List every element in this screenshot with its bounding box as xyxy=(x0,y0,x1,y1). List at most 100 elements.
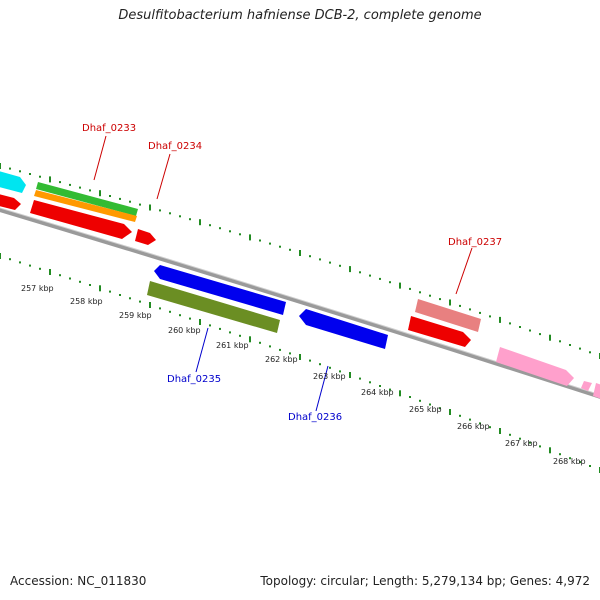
tick-minor xyxy=(529,441,531,444)
tick-minor xyxy=(439,298,441,301)
tick-minor xyxy=(419,399,421,402)
kbp-label-259: 259 kbp xyxy=(119,311,152,320)
gene-orange xyxy=(34,190,137,222)
tick-minor xyxy=(369,381,371,384)
tick-minor xyxy=(239,334,241,337)
tick-minor xyxy=(9,167,11,170)
tick-minor xyxy=(339,370,341,373)
tick-minor xyxy=(119,294,121,296)
tick-minor xyxy=(309,359,311,362)
leader-dhaf0234 xyxy=(156,153,171,200)
gene-blue-dhaf0235 xyxy=(154,265,286,315)
tick-minor xyxy=(489,426,491,429)
tick-minor xyxy=(289,248,291,251)
tick-minor xyxy=(569,344,571,346)
tick-minor xyxy=(79,186,81,189)
tick-minor xyxy=(219,327,221,330)
tick-minor xyxy=(379,385,381,387)
tick-minor xyxy=(589,351,591,354)
tick-minor xyxy=(479,311,481,314)
tick-minor xyxy=(269,242,271,245)
tick-minor xyxy=(259,239,261,242)
tick-minor xyxy=(69,183,71,186)
tick-minor xyxy=(239,233,241,236)
tick-minor xyxy=(139,203,141,206)
tick-major xyxy=(49,269,51,275)
gene-label-dhaf0234: Dhaf_0234 xyxy=(148,141,202,152)
kbp-label-262: 262 kbp xyxy=(265,355,298,364)
tick-minor xyxy=(109,290,111,293)
tick-minor xyxy=(469,308,471,311)
gene-pink-small xyxy=(581,381,592,391)
tick-major xyxy=(99,190,101,197)
tick-minor xyxy=(429,403,431,406)
kbp-label-263: 263 kbp xyxy=(313,372,346,381)
leader-dhaf0237 xyxy=(455,247,473,295)
tick-minor xyxy=(569,457,571,460)
tick-minor xyxy=(459,414,461,417)
tick-minor xyxy=(529,329,531,332)
tick-minor xyxy=(359,377,361,380)
kbp-label-260: 260 kbp xyxy=(168,326,201,335)
tick-minor xyxy=(429,294,431,297)
tick-minor xyxy=(229,331,231,334)
tick-minor xyxy=(29,264,31,267)
tick-major xyxy=(549,334,551,341)
tick-minor xyxy=(189,218,191,221)
kbp-label-268: 268 kbp xyxy=(553,457,586,466)
tick-minor xyxy=(269,345,271,348)
tick-minor xyxy=(559,340,561,343)
tick-minor xyxy=(39,175,41,178)
tick-minor xyxy=(479,422,481,425)
tick-minor xyxy=(459,304,461,307)
tick-minor xyxy=(79,280,81,283)
kbp-label-267: 267 kbp xyxy=(505,439,538,448)
kbp-label-264: 264 kbp xyxy=(361,388,394,397)
kbp-label-258: 258 kbp xyxy=(70,297,103,306)
tick-major xyxy=(449,299,451,306)
tick-major xyxy=(299,250,301,256)
leader-dhaf0233 xyxy=(93,135,107,181)
tick-minor xyxy=(209,324,211,327)
tick-minor xyxy=(39,267,41,270)
tick-major xyxy=(249,336,251,343)
gene-cyan xyxy=(0,171,26,193)
tick-major xyxy=(199,219,201,226)
tick-minor xyxy=(179,215,181,218)
tick-minor xyxy=(179,314,181,317)
tick-minor xyxy=(119,197,121,200)
tick-major xyxy=(99,285,101,292)
tick-minor xyxy=(29,173,31,175)
tick-minor xyxy=(129,200,131,203)
tick-minor xyxy=(259,341,261,344)
tick-minor xyxy=(229,230,231,233)
tick-major xyxy=(399,390,401,397)
tick-major xyxy=(149,204,151,211)
tick-major xyxy=(499,316,501,323)
tick-minor xyxy=(579,347,581,350)
tick-minor xyxy=(189,317,191,320)
tick-major xyxy=(349,266,351,273)
tick-minor xyxy=(369,274,371,277)
tick-minor xyxy=(69,277,71,280)
tick-minor xyxy=(209,224,211,227)
gene-label-dhaf0233: Dhaf_0233 xyxy=(82,123,136,134)
tick-major xyxy=(449,409,451,415)
tick-minor xyxy=(279,348,281,351)
tick-major xyxy=(249,234,251,241)
tick-minor xyxy=(329,366,331,369)
tick-minor xyxy=(509,433,511,436)
tick-minor xyxy=(129,297,131,300)
kbp-label-265: 265 kbp xyxy=(409,405,442,414)
tick-minor xyxy=(279,245,281,248)
tick-minor xyxy=(439,407,441,410)
tick-minor xyxy=(409,287,411,290)
tick-minor xyxy=(559,453,561,456)
tick-minor xyxy=(389,388,391,391)
tick-minor xyxy=(329,261,331,264)
tick-major xyxy=(499,428,501,434)
tick-minor xyxy=(59,181,61,184)
tick-minor xyxy=(389,281,391,284)
leader-dhaf0236 xyxy=(315,365,329,412)
tick-minor xyxy=(319,258,321,261)
